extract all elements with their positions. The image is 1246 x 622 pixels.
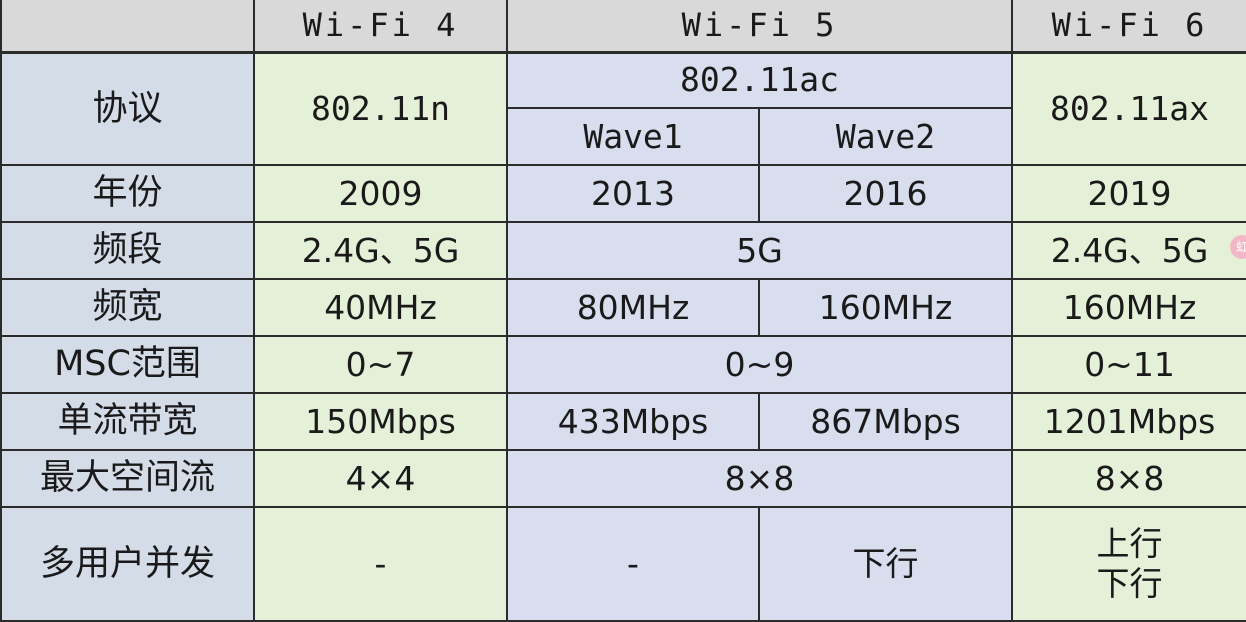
protocol-label: 协议	[0, 51, 255, 166]
protocol-subrow: Wave1 Wave2	[1, 107, 1246, 166]
band-row: 频段 2.4G、5G 5G 2.4G、5G	[0, 221, 1246, 280]
spatial-streams-row: 最大空间流 4×4 8×8 8×8	[0, 449, 1246, 508]
bandwidth-label: 频宽	[0, 278, 255, 337]
year-wifi6: 2019	[1011, 164, 1246, 223]
bandwidth-wave1: 80MHz	[506, 278, 760, 337]
spatial-streams-wifi4: 4×4	[253, 449, 508, 508]
multi-user-label: 多用户并发	[0, 506, 255, 622]
protocol-wifi6: 802.11ax	[1011, 51, 1246, 166]
single-stream-label: 单流带宽	[0, 392, 255, 451]
mcs-wifi4: 0~7	[253, 335, 508, 394]
protocol-wifi5: 802.11ac	[505, 51, 1014, 109]
multi-user-row: 多用户并发 - - 下行 上行 下行	[0, 506, 1246, 622]
protocol-wave2: Wave2	[757, 107, 1014, 166]
year-row: 年份 2009 2013 2016 2019	[0, 164, 1246, 223]
year-wifi4: 2009	[253, 164, 508, 223]
single-stream-wifi6: 1201Mbps	[1011, 392, 1246, 451]
mcs-label: MSC范围	[0, 335, 255, 394]
single-stream-wifi4: 150Mbps	[253, 392, 508, 451]
spatial-streams-wifi6: 8×8	[1011, 449, 1246, 508]
multi-user-wifi4: -	[253, 506, 508, 622]
mcs-wifi6: 0~11	[1011, 335, 1246, 394]
year-wave2: 2016	[757, 164, 1014, 223]
band-label: 频段	[0, 221, 255, 280]
single-stream-wave2: 867Mbps	[757, 392, 1014, 451]
mcs-wifi5: 0~9	[505, 335, 1014, 394]
band-wifi4: 2.4G、5G	[253, 221, 508, 280]
protocol-wifi4: 802.11n	[253, 51, 508, 166]
bandwidth-wifi4: 40MHz	[253, 278, 508, 337]
header-wifi5: Wi-Fi 5	[505, 0, 1014, 54]
multi-user-wave1: -	[506, 506, 760, 622]
header-corner	[0, 0, 255, 54]
spatial-streams-wifi5: 8×8	[505, 449, 1014, 508]
multi-user-wifi6: 上行 下行	[1011, 506, 1246, 622]
year-label: 年份	[0, 164, 255, 223]
band-wifi5: 5G	[505, 221, 1014, 280]
single-stream-row: 单流带宽 150Mbps 433Mbps 867Mbps 1201Mbps	[0, 392, 1246, 451]
multi-user-wave2: 下行	[757, 506, 1014, 622]
header-wifi4: Wi-Fi 4	[253, 0, 508, 54]
bandwidth-wave2: 160MHz	[757, 278, 1014, 337]
bandwidth-wifi6: 160MHz	[1011, 278, 1246, 337]
band-wifi6: 2.4G、5G	[1011, 221, 1246, 280]
sticker-badge[interactable]: 虹	[1230, 235, 1246, 259]
protocol-row: 协议 802.11n 802.11ac 802.11ax	[0, 51, 1246, 166]
spatial-streams-label: 最大空间流	[0, 449, 255, 508]
bandwidth-row: 频宽 40MHz 80MHz 160MHz 160MHz	[0, 278, 1246, 337]
protocol-wave1: Wave1	[506, 107, 760, 166]
multi-user-wifi6-downlink: 下行	[1096, 564, 1163, 603]
header-wifi6: Wi-Fi 6	[1011, 0, 1246, 54]
single-stream-wave1: 433Mbps	[506, 392, 760, 451]
year-wave1: 2013	[506, 164, 760, 223]
mcs-row: MSC范围 0~7 0~9 0~11	[0, 335, 1246, 394]
multi-user-wifi6-uplink: 上行	[1096, 524, 1163, 564]
header-row: Wi-Fi 4 Wi-Fi 5 Wi-Fi 6	[0, 0, 1246, 54]
